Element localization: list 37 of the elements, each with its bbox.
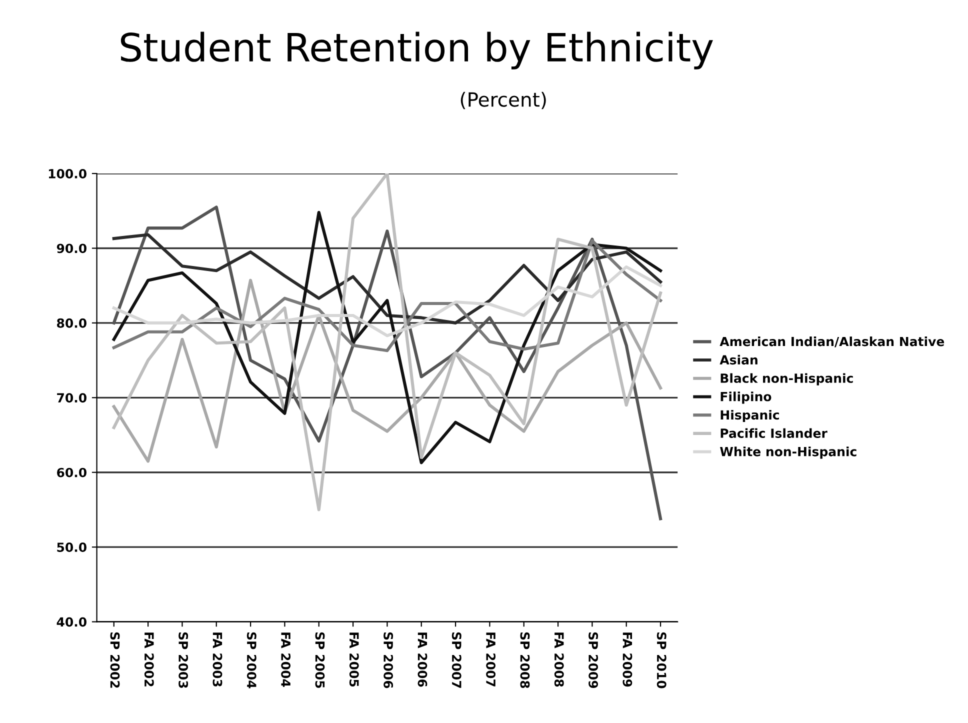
legend-label: White non-Hispanic (720, 446, 856, 459)
y-tick-label: 100.0 (48, 168, 86, 178)
x-tick-label: SP 2005 (315, 632, 325, 688)
y-tick-label: 60.0 (57, 468, 86, 478)
x-tick-label: FA 2003 (212, 632, 222, 686)
line-series (112, 210, 662, 464)
x-tick-label: SP 2009 (588, 632, 598, 688)
y-tick-label: 50.0 (57, 542, 86, 552)
line-series (112, 278, 662, 463)
x-tick-label: SP 2008 (520, 632, 530, 688)
legend-label: Asian (720, 354, 758, 365)
legend-label: Pacific Islander (720, 428, 828, 438)
legend-label: Filipino (720, 392, 772, 404)
x-tick-label: FA 2009 (622, 632, 632, 687)
x-tick-label: FA 2007 (486, 632, 496, 686)
y-tick-label: 80.0 (57, 318, 86, 328)
x-tick-label: FA 2008 (554, 632, 564, 687)
x-tick-label: SP 2007 (452, 632, 462, 688)
y-tick-label: 40.0 (56, 617, 86, 627)
x-tick-label: SP 2003 (178, 632, 188, 688)
legend-label: Black non-Hispanic (720, 373, 853, 386)
x-tick-label: FA 2004 (281, 632, 291, 687)
legend-label: Hispanic (720, 410, 779, 422)
x-tick-label: SP 2004 (246, 632, 256, 688)
x-tick-label: FA 2002 (144, 632, 154, 686)
line-series (112, 265, 662, 338)
x-tick-label: SP 2002 (110, 632, 120, 688)
x-tick-label: FA 2005 (349, 632, 359, 687)
line-series (112, 239, 662, 352)
x-tick-label: SP 2006 (384, 632, 394, 688)
chart-title: Student Retention by Ethnicity (120, 32, 713, 70)
y-tick-label: 70.0 (57, 393, 86, 403)
legend-label: American Indian/Alaskan Native (720, 336, 944, 348)
chart-subtitle: (Percent) (460, 92, 546, 110)
y-tick-label: 90.0 (56, 244, 86, 254)
x-tick-label: FA 2006 (418, 632, 428, 687)
x-tick-label: SP 2010 (656, 632, 666, 688)
